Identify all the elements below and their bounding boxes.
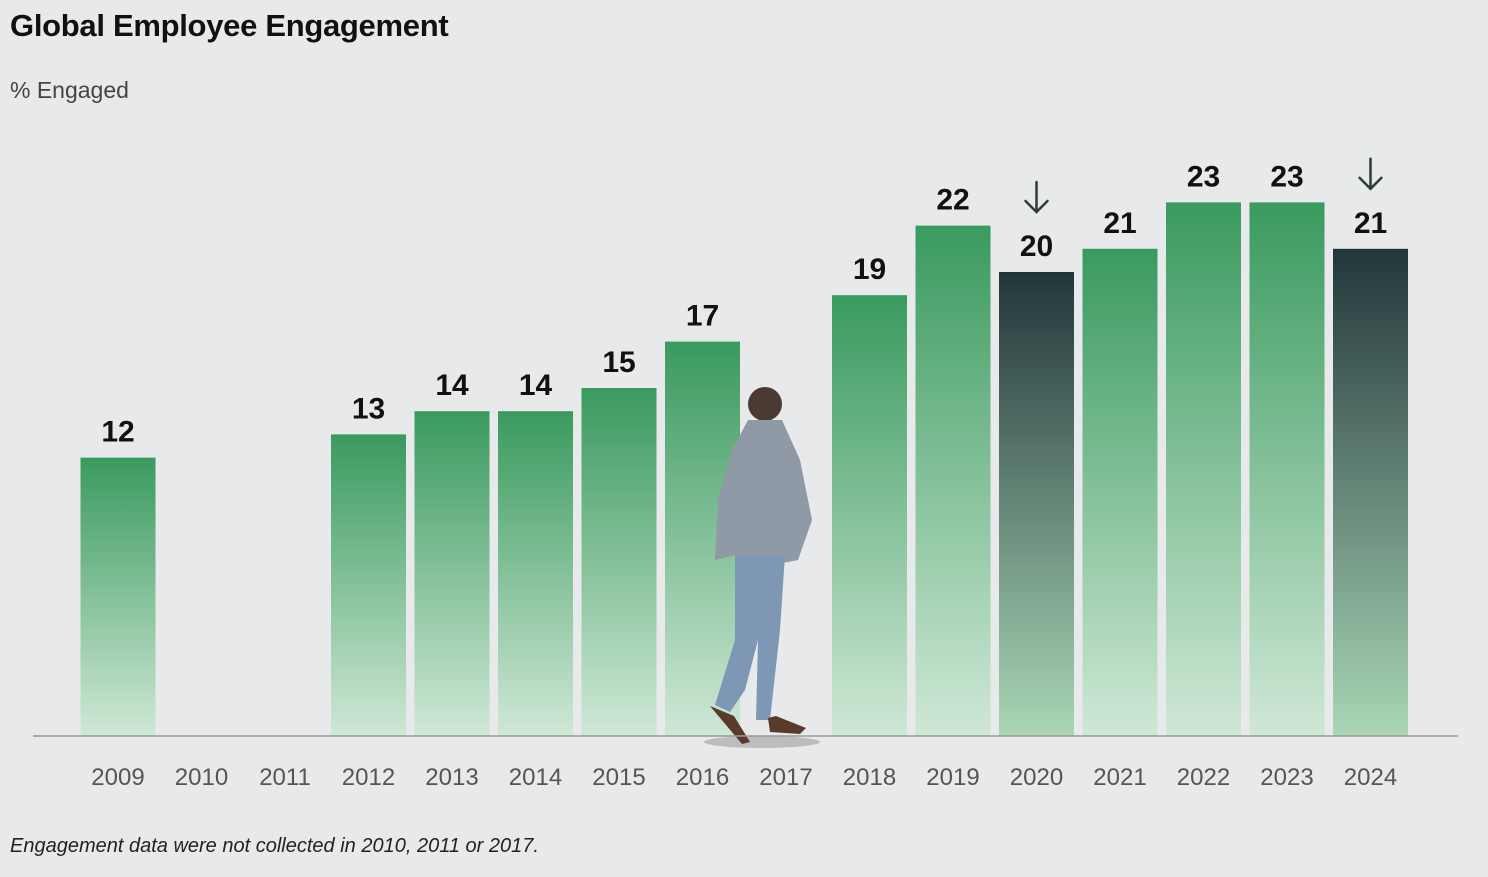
x-tick-label: 2014 [509, 764, 562, 791]
bar [1082, 248, 1158, 737]
bar [999, 272, 1074, 736]
down-arrow-icon [1024, 180, 1049, 214]
bar [832, 295, 907, 736]
data-label: 12 [101, 416, 134, 449]
data-label: 14 [519, 369, 553, 402]
down-arrow-icon [1358, 157, 1383, 191]
x-tick-label: 2018 [843, 764, 896, 791]
data-label: 14 [435, 369, 469, 402]
bar [80, 457, 156, 736]
bar [1249, 202, 1325, 736]
chart-footnote: Engagement data were not collected in 20… [10, 835, 539, 857]
data-label: 13 [352, 392, 385, 425]
x-tick-label: 2010 [175, 764, 228, 791]
data-label: 23 [1187, 160, 1220, 193]
walking-person-illustration [704, 387, 820, 748]
data-label: 17 [686, 300, 719, 333]
x-tick-label: 2012 [342, 764, 395, 791]
bar [915, 225, 991, 736]
x-tick-label: 2020 [1010, 764, 1063, 791]
data-label: 19 [853, 253, 886, 286]
data-label: 21 [1354, 207, 1387, 240]
bar [498, 411, 573, 736]
data-label: 22 [936, 184, 969, 217]
x-tick-label: 2021 [1093, 764, 1146, 791]
x-tick-label: 2015 [592, 764, 645, 791]
x-tick-label: 2022 [1177, 764, 1230, 791]
bar [331, 434, 406, 736]
data-label: 15 [602, 346, 635, 379]
bar [414, 411, 490, 736]
x-tick-label: 2019 [926, 764, 979, 791]
bar [1333, 248, 1408, 737]
x-tick-label: 2009 [91, 764, 144, 791]
x-tick-label: 2023 [1260, 764, 1313, 791]
x-tick-label: 2011 [259, 764, 311, 791]
x-tick-label: 2013 [425, 764, 478, 791]
x-tick-label: 2017 [759, 764, 812, 791]
chart-title: Global Employee Engagement [10, 8, 449, 43]
chart-subtitle: % Engaged [10, 77, 129, 103]
x-tick-label: 2024 [1344, 764, 1397, 791]
data-label: 20 [1020, 230, 1053, 263]
data-label: 23 [1270, 160, 1303, 193]
data-label: 21 [1103, 207, 1136, 240]
bar [581, 388, 657, 736]
bar [1166, 202, 1241, 736]
x-tick-label: 2016 [676, 764, 729, 791]
